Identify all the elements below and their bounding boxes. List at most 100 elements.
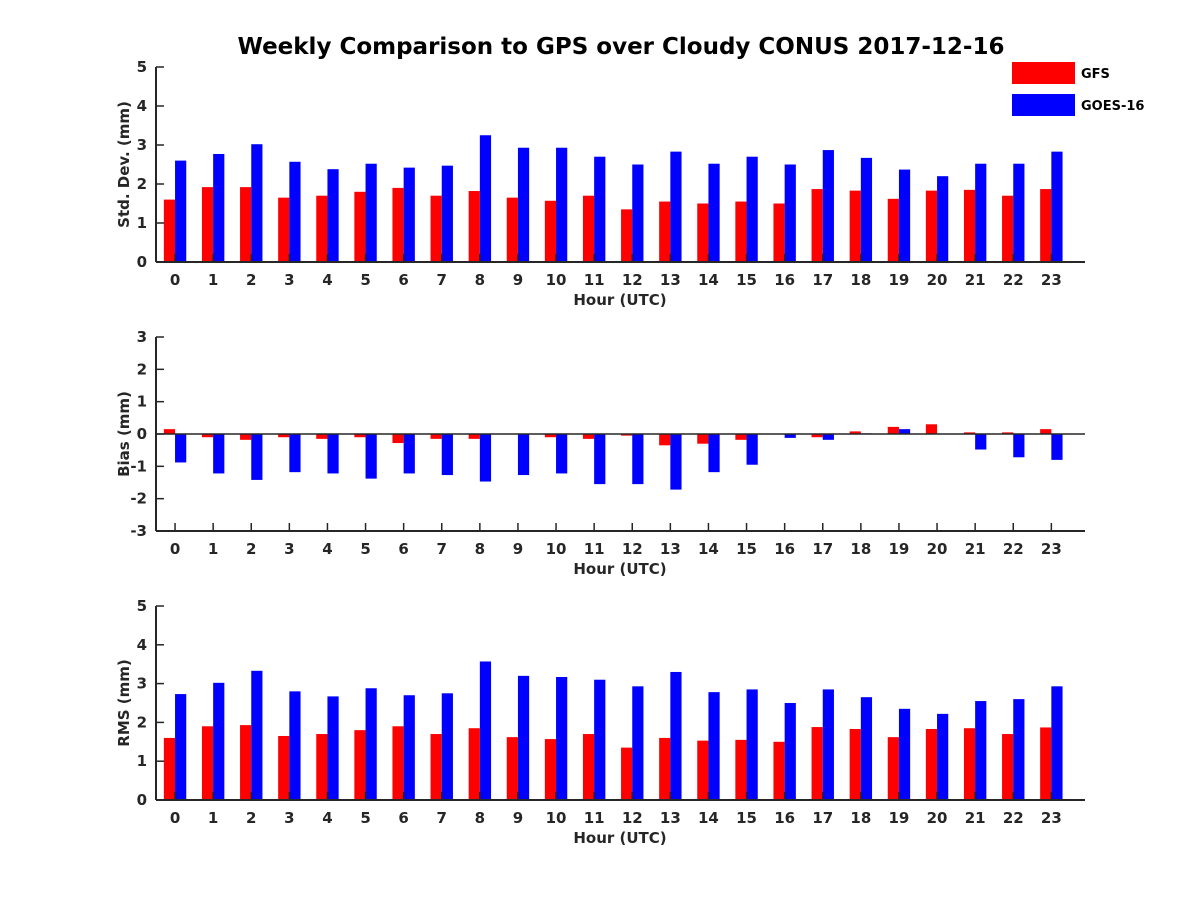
x-tick-label: 8 xyxy=(475,540,485,558)
bar-bias-goes-16-16 xyxy=(784,434,796,438)
x-tick-label: 16 xyxy=(774,809,795,827)
bar-bias-gfs-20 xyxy=(925,424,938,434)
bar-bias-goes-16-21 xyxy=(975,434,987,450)
bar-rms-goes-16-9 xyxy=(517,675,530,800)
bar-std-gfs-18 xyxy=(849,190,861,262)
legend-label-gfs: GFS xyxy=(1081,67,1110,82)
x-tick-label: 23 xyxy=(1041,540,1062,558)
series-gfs xyxy=(163,424,1052,446)
bar-bias-goes-16-8 xyxy=(479,434,492,482)
x-tick-label: 2 xyxy=(246,271,256,289)
x-tick-label: 21 xyxy=(965,809,986,827)
bar-std-goes-16-3 xyxy=(289,161,301,262)
bar-bias-goes-16-13 xyxy=(670,434,682,490)
bar-rms-goes-16-4 xyxy=(327,696,339,800)
bar-std-gfs-20 xyxy=(925,190,938,262)
bar-std-goes-16-21 xyxy=(975,163,987,262)
bar-std-goes-16-2 xyxy=(251,144,263,262)
bar-bias-gfs-8 xyxy=(468,434,480,439)
y-tick-label: 1 xyxy=(137,214,147,232)
bar-std-gfs-0 xyxy=(163,199,176,262)
x-tick-label: 3 xyxy=(284,271,294,289)
x-tick-label: 19 xyxy=(889,540,910,558)
bar-std-goes-16-10 xyxy=(556,147,568,262)
y-axis-label: RMS (mm) xyxy=(115,659,133,746)
x-tick-label: 5 xyxy=(360,809,370,827)
bar-std-gfs-19 xyxy=(887,198,899,262)
x-tick-label: 4 xyxy=(322,540,332,558)
bar-rms-gfs-1 xyxy=(201,726,214,800)
x-tick-label: 10 xyxy=(546,271,567,289)
bar-bias-goes-16-9 xyxy=(517,434,530,476)
bar-rms-goes-16-7 xyxy=(441,693,453,800)
bar-std-gfs-2 xyxy=(240,187,252,262)
x-tick-label: 7 xyxy=(437,271,447,289)
x-tick-label: 22 xyxy=(1003,540,1024,558)
bar-rms-goes-16-23 xyxy=(1051,686,1063,800)
bar-bias-gfs-0 xyxy=(163,429,176,434)
bar-std-goes-16-11 xyxy=(594,156,606,262)
bar-bias-gfs-13 xyxy=(659,434,671,446)
bar-rms-gfs-13 xyxy=(659,737,671,800)
bar-std-gfs-11 xyxy=(582,195,595,262)
bar-rms-gfs-21 xyxy=(963,728,976,800)
bar-std-goes-16-5 xyxy=(365,163,377,262)
x-tick-label: 18 xyxy=(850,809,871,827)
bar-std-goes-16-6 xyxy=(403,167,415,262)
x-tick-label: 17 xyxy=(812,809,833,827)
x-tick-label: 9 xyxy=(513,540,523,558)
x-tick-label: 13 xyxy=(660,540,681,558)
x-tick-label: 11 xyxy=(584,540,605,558)
bar-rms-gfs-6 xyxy=(392,726,404,800)
bar-std-gfs-7 xyxy=(430,195,442,262)
bar-std-gfs-15 xyxy=(735,201,747,262)
bar-std-goes-16-1 xyxy=(213,153,225,262)
series-goes-16 xyxy=(175,429,1063,490)
bar-std-goes-16-9 xyxy=(517,147,530,262)
bar-bias-goes-16-3 xyxy=(289,434,301,473)
bar-rms-gfs-15 xyxy=(735,739,747,800)
x-tick-label: 20 xyxy=(927,271,948,289)
x-tick-label: 16 xyxy=(774,540,795,558)
x-tick-label: 8 xyxy=(475,271,485,289)
bar-std-gfs-13 xyxy=(659,201,671,262)
bar-bias-gfs-6 xyxy=(392,434,404,444)
x-tick-label: 14 xyxy=(698,809,719,827)
y-tick-label: 4 xyxy=(137,636,147,654)
bar-rms-gfs-12 xyxy=(621,747,633,800)
bar-rms-gfs-17 xyxy=(811,727,823,800)
bar-std-goes-16-8 xyxy=(479,135,492,262)
bar-bias-gfs-12 xyxy=(621,434,633,436)
y-tick-label: 3 xyxy=(137,136,147,154)
legend-swatch-goes-16 xyxy=(1012,94,1075,116)
y-tick-label: 0 xyxy=(137,791,147,809)
x-tick-label: 0 xyxy=(170,809,180,827)
y-tick-label: -3 xyxy=(130,522,147,540)
x-tick-label: 1 xyxy=(208,271,218,289)
bar-bias-goes-16-19 xyxy=(898,429,911,434)
bar-std-gfs-5 xyxy=(354,191,366,262)
x-tick-label: 20 xyxy=(927,809,948,827)
bar-bias-goes-16-11 xyxy=(594,434,606,485)
bar-std-goes-16-14 xyxy=(708,163,720,262)
x-tick-label: 20 xyxy=(927,540,948,558)
x-tick-label: 7 xyxy=(437,540,447,558)
y-tick-label: 4 xyxy=(137,97,147,115)
series-gfs xyxy=(163,187,1052,262)
x-tick-label: 15 xyxy=(736,271,757,289)
bar-bias-gfs-2 xyxy=(240,434,252,440)
bar-rms-gfs-7 xyxy=(430,734,442,800)
y-axis-label: Std. Dev. (mm) xyxy=(115,101,133,228)
x-axis-label: Hour (UTC) xyxy=(573,291,666,309)
bar-std-goes-16-20 xyxy=(937,176,949,262)
x-tick-label: 11 xyxy=(584,809,605,827)
bar-rms-goes-16-13 xyxy=(670,671,682,800)
y-tick-label: 1 xyxy=(137,752,147,770)
bar-bias-goes-16-10 xyxy=(556,434,568,474)
bar-rms-goes-16-22 xyxy=(1013,699,1025,800)
x-tick-label: 11 xyxy=(584,271,605,289)
